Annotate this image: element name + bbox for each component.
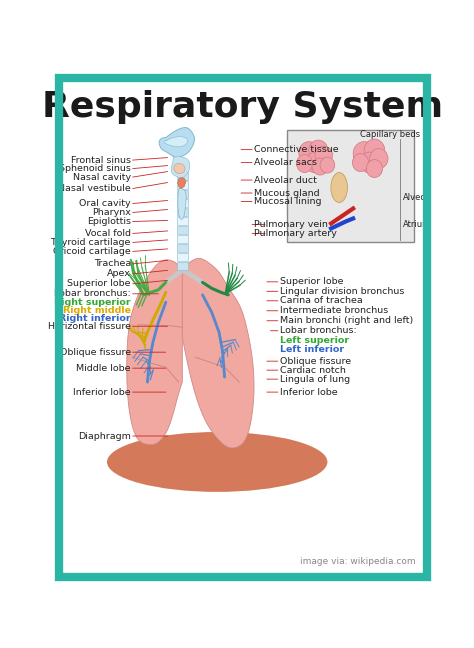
Text: Oblique fissure: Oblique fissure bbox=[280, 356, 351, 365]
FancyBboxPatch shape bbox=[287, 130, 414, 242]
Text: Left superior: Left superior bbox=[280, 336, 349, 345]
Text: Atrium: Atrium bbox=[403, 220, 431, 229]
Ellipse shape bbox=[364, 139, 385, 161]
Text: Middle lobe: Middle lobe bbox=[76, 364, 131, 373]
Text: Cricoid cartilage: Cricoid cartilage bbox=[53, 247, 131, 256]
Text: Pulmonary artery: Pulmonary artery bbox=[254, 229, 337, 238]
Ellipse shape bbox=[366, 159, 383, 178]
Polygon shape bbox=[171, 157, 190, 178]
Text: Vocal fold: Vocal fold bbox=[85, 229, 131, 238]
FancyBboxPatch shape bbox=[178, 191, 189, 198]
Text: Lingular division bronchus: Lingular division bronchus bbox=[280, 287, 404, 296]
Text: Alveolar sacs: Alveolar sacs bbox=[254, 158, 317, 167]
Text: Nasal cavity: Nasal cavity bbox=[73, 172, 131, 181]
Text: Left inferior: Left inferior bbox=[280, 345, 344, 354]
Text: Inferior lobe: Inferior lobe bbox=[280, 388, 337, 397]
Ellipse shape bbox=[299, 142, 319, 163]
Text: Lingula of lung: Lingula of lung bbox=[280, 375, 350, 384]
Text: Right inferior: Right inferior bbox=[59, 314, 131, 323]
Ellipse shape bbox=[320, 157, 335, 173]
Text: Apex: Apex bbox=[107, 270, 131, 279]
Text: Lobar bronchus:: Lobar bronchus: bbox=[54, 289, 131, 298]
Text: Pulmonary vein: Pulmonary vein bbox=[254, 220, 328, 229]
Ellipse shape bbox=[360, 152, 379, 173]
Text: Mucosal lining: Mucosal lining bbox=[254, 197, 321, 206]
Text: Intermediate bronchus: Intermediate bronchus bbox=[280, 307, 388, 316]
Text: Inferior lobe: Inferior lobe bbox=[73, 388, 131, 397]
Text: Respiratory System: Respiratory System bbox=[42, 89, 444, 124]
Text: Alveolar duct: Alveolar duct bbox=[254, 176, 317, 185]
Text: Lobar bronchus:: Lobar bronchus: bbox=[280, 326, 356, 335]
Text: Pharynx: Pharynx bbox=[92, 208, 131, 217]
Text: Right superior: Right superior bbox=[54, 298, 131, 307]
Ellipse shape bbox=[305, 153, 324, 172]
Polygon shape bbox=[178, 189, 186, 220]
Text: Frontal sinus: Frontal sinus bbox=[71, 156, 131, 165]
Text: Sphenoid sinus: Sphenoid sinus bbox=[59, 164, 131, 173]
Text: Trachea: Trachea bbox=[94, 259, 131, 268]
Text: Main bronchi (right and left): Main bronchi (right and left) bbox=[280, 316, 413, 325]
FancyBboxPatch shape bbox=[178, 235, 189, 244]
FancyBboxPatch shape bbox=[178, 172, 189, 181]
Ellipse shape bbox=[353, 142, 375, 166]
Text: Oblique fissure: Oblique fissure bbox=[60, 348, 131, 356]
Text: Carina of trachea: Carina of trachea bbox=[280, 296, 363, 305]
Text: Nasal vestibule: Nasal vestibule bbox=[58, 184, 131, 193]
FancyBboxPatch shape bbox=[178, 181, 189, 189]
Polygon shape bbox=[164, 137, 188, 147]
Polygon shape bbox=[127, 260, 182, 445]
FancyBboxPatch shape bbox=[178, 218, 189, 226]
Text: Capillary beds: Capillary beds bbox=[360, 130, 420, 139]
Ellipse shape bbox=[370, 148, 388, 168]
FancyBboxPatch shape bbox=[178, 163, 189, 172]
Text: Connective tissue: Connective tissue bbox=[254, 145, 338, 154]
Ellipse shape bbox=[107, 432, 328, 492]
FancyBboxPatch shape bbox=[178, 244, 189, 253]
Text: Thyroid cartilage: Thyroid cartilage bbox=[51, 238, 131, 247]
Ellipse shape bbox=[309, 140, 328, 160]
FancyBboxPatch shape bbox=[178, 253, 189, 261]
Polygon shape bbox=[182, 259, 254, 448]
Polygon shape bbox=[178, 178, 186, 189]
Ellipse shape bbox=[312, 158, 328, 175]
Text: Oral cavity: Oral cavity bbox=[79, 199, 131, 208]
Polygon shape bbox=[159, 128, 194, 157]
Text: Horizontal fissure: Horizontal fissure bbox=[48, 322, 131, 330]
Text: Epiglottis: Epiglottis bbox=[87, 217, 131, 226]
Text: Superior lobe: Superior lobe bbox=[67, 279, 131, 288]
Ellipse shape bbox=[352, 154, 369, 172]
Text: Mucous gland: Mucous gland bbox=[254, 189, 319, 198]
Polygon shape bbox=[174, 163, 185, 174]
Text: Cardiac notch: Cardiac notch bbox=[280, 365, 346, 375]
Text: Right middle: Right middle bbox=[63, 307, 131, 316]
FancyBboxPatch shape bbox=[178, 200, 189, 207]
FancyBboxPatch shape bbox=[178, 262, 189, 270]
Text: Alveoli: Alveoli bbox=[403, 193, 431, 202]
Ellipse shape bbox=[315, 146, 333, 164]
Ellipse shape bbox=[297, 155, 313, 172]
Ellipse shape bbox=[331, 172, 347, 202]
FancyBboxPatch shape bbox=[178, 209, 189, 216]
Text: Superior lobe: Superior lobe bbox=[280, 277, 343, 286]
Text: Diaphragm: Diaphragm bbox=[78, 432, 131, 441]
Text: image via: wikipedia.com: image via: wikipedia.com bbox=[300, 557, 416, 566]
FancyBboxPatch shape bbox=[178, 226, 189, 235]
